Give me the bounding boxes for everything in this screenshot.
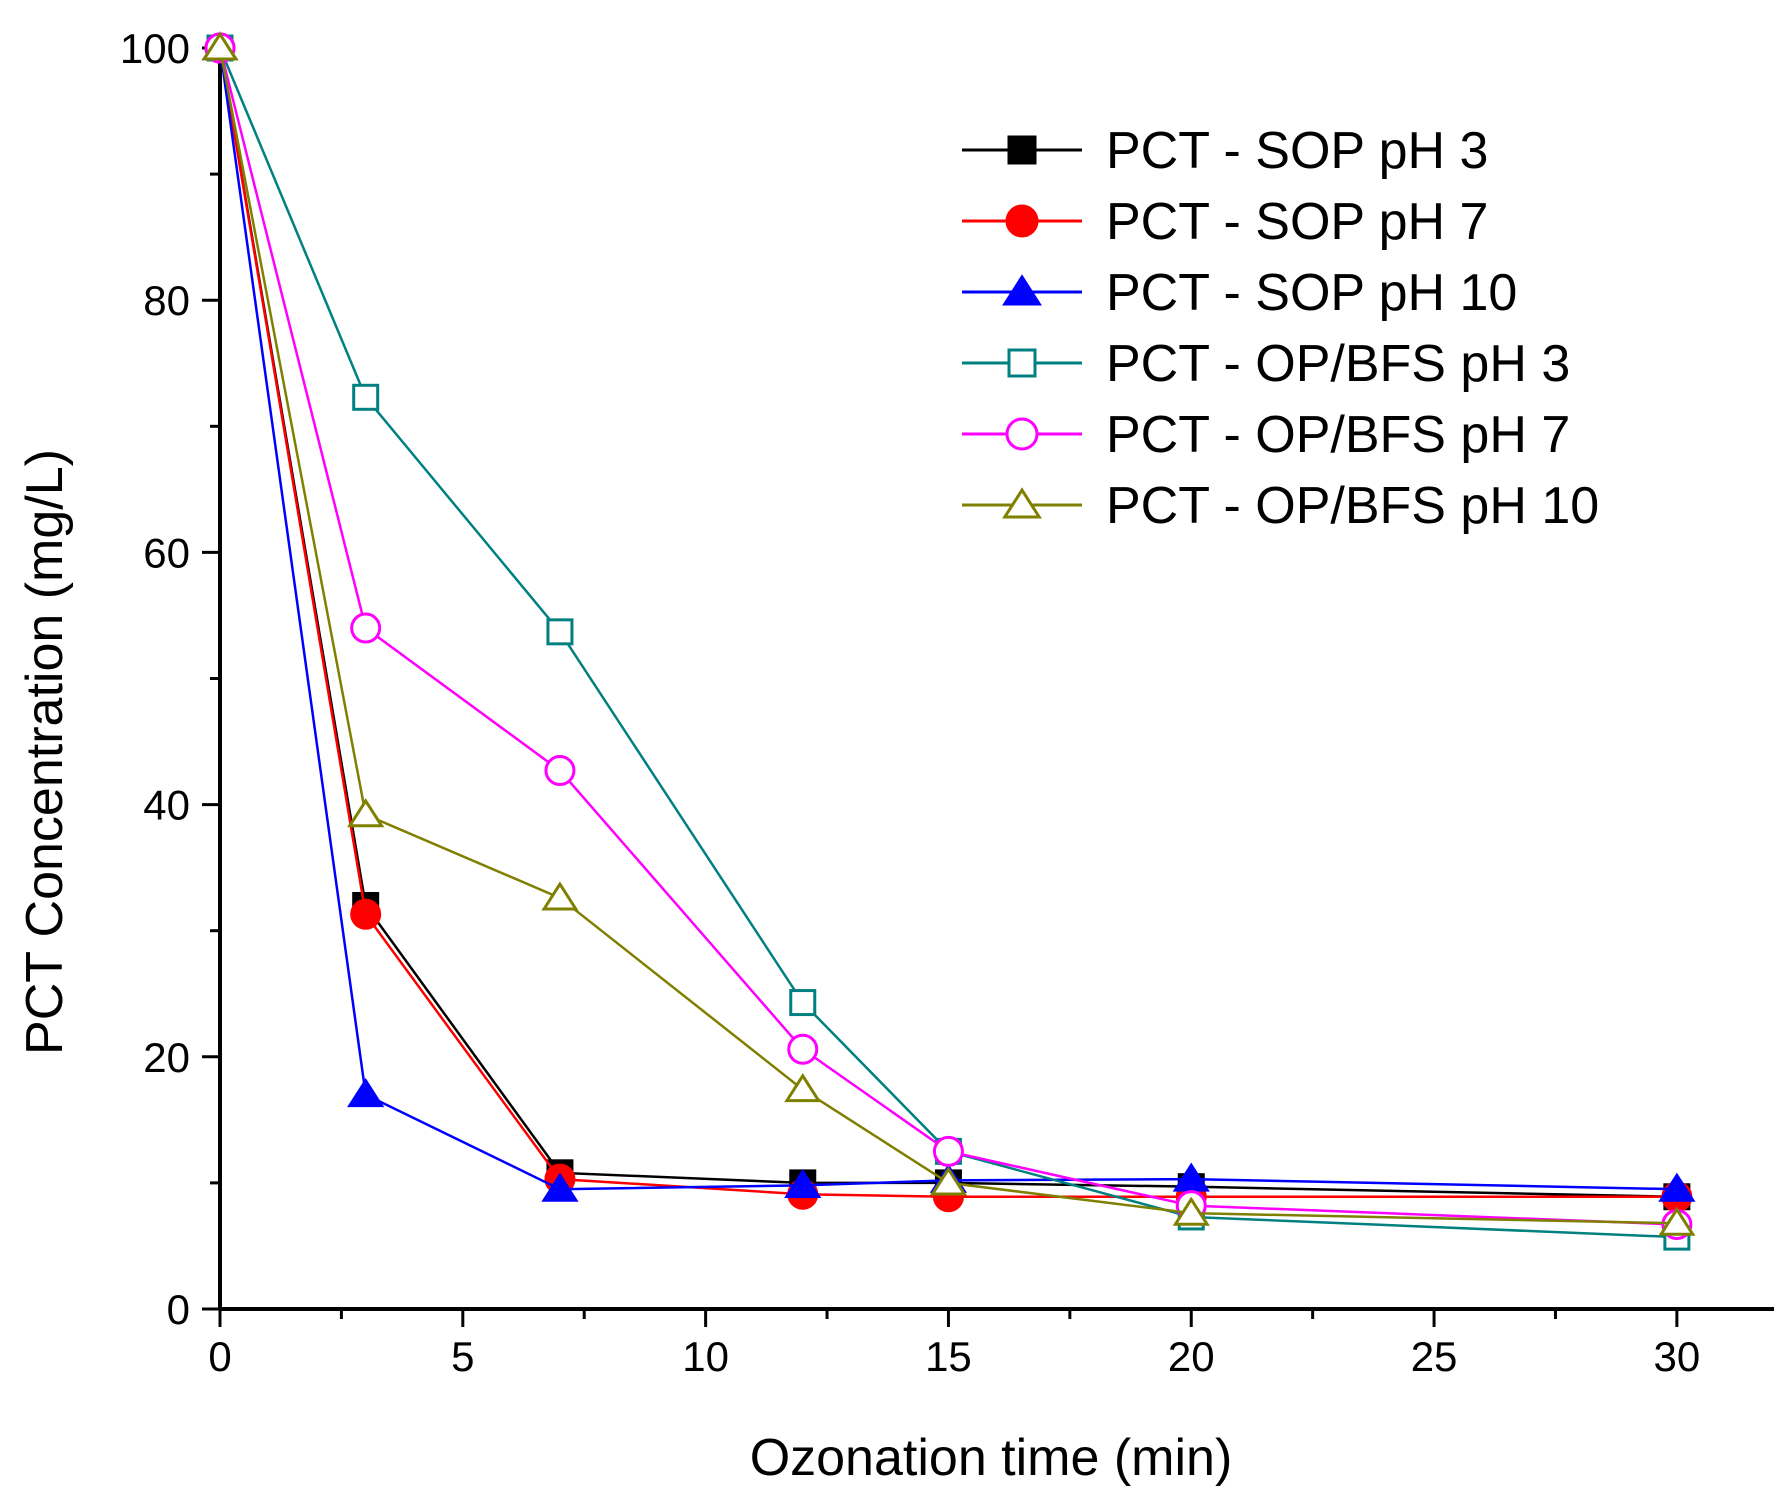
y-tick-label: 80 <box>143 277 190 324</box>
x-tick-label: 10 <box>682 1333 729 1380</box>
axes: 0 5 10 15 20 25 30 0 20 40 60 80 100 <box>120 25 1774 1380</box>
legend-label: PCT - OP/BFS pH 10 <box>1106 477 1599 535</box>
data-point <box>789 989 817 1017</box>
data-point <box>787 1033 819 1065</box>
data-point <box>350 612 382 644</box>
legend-item: PCT - OP/BFS pH 3 <box>962 335 1570 393</box>
data-point <box>350 898 382 930</box>
data-point <box>541 881 579 911</box>
legend-label: PCT - SOP pH 10 <box>1106 264 1517 322</box>
legend-item: PCT - SOP pH 7 <box>962 193 1488 251</box>
legend-label: PCT - SOP pH 3 <box>1106 122 1488 180</box>
legend-marker <box>1002 487 1042 519</box>
data-point <box>347 798 385 828</box>
y-axis-title: PCT Concentration (mg/L) <box>16 449 74 1055</box>
data-point <box>784 1168 822 1198</box>
x-tick-label: 5 <box>451 1333 474 1380</box>
x-axis-title: Ozonation time (min) <box>750 1429 1233 1487</box>
legend-item: PCT - SOP pH 3 <box>962 122 1488 180</box>
x-tick-label: 25 <box>1411 1333 1458 1380</box>
data-point <box>352 383 380 411</box>
y-tick-label: 100 <box>120 25 190 72</box>
x-tick-label: 30 <box>1654 1333 1701 1380</box>
x-tick-label: 0 <box>208 1333 231 1380</box>
data-point <box>546 618 574 646</box>
legend-marker <box>1005 204 1039 238</box>
y-tick-label: 40 <box>143 782 190 829</box>
x-tick-label: 15 <box>925 1333 972 1380</box>
y-tick-label: 20 <box>143 1034 190 1081</box>
legend-label: PCT - OP/BFS pH 7 <box>1106 406 1570 464</box>
legend-label: PCT - OP/BFS pH 3 <box>1106 335 1570 393</box>
data-point <box>929 1166 968 1196</box>
legend-marker <box>1007 348 1037 378</box>
data-point <box>1658 1206 1696 1236</box>
legend-item: PCT - SOP pH 10 <box>962 264 1517 322</box>
series-6 <box>201 31 1696 1236</box>
legend-item: PCT - OP/BFS pH 10 <box>962 477 1599 535</box>
legend-item: PCT - OP/BFS pH 7 <box>962 406 1570 464</box>
data-point <box>1658 1172 1696 1202</box>
data-point <box>1172 1196 1210 1226</box>
series-layer <box>201 31 1696 1251</box>
legend-marker <box>1005 417 1039 451</box>
data-point <box>932 1135 964 1167</box>
x-tick-label: 20 <box>1168 1333 1215 1380</box>
legend: PCT - SOP pH 3 PCT - SOP pH 7 PCT - SOP pH… <box>962 122 1599 535</box>
legend-label: PCT - SOP pH 7 <box>1106 193 1488 251</box>
y-tick-label: 60 <box>143 529 190 576</box>
legend-marker <box>1007 135 1037 165</box>
data-point <box>201 31 239 61</box>
legend-marker <box>1002 274 1042 306</box>
data-point <box>347 1078 385 1108</box>
data-point <box>541 1172 579 1202</box>
y-tick-label: 0 <box>167 1286 190 1333</box>
data-point <box>784 1072 822 1103</box>
data-point <box>544 755 576 787</box>
